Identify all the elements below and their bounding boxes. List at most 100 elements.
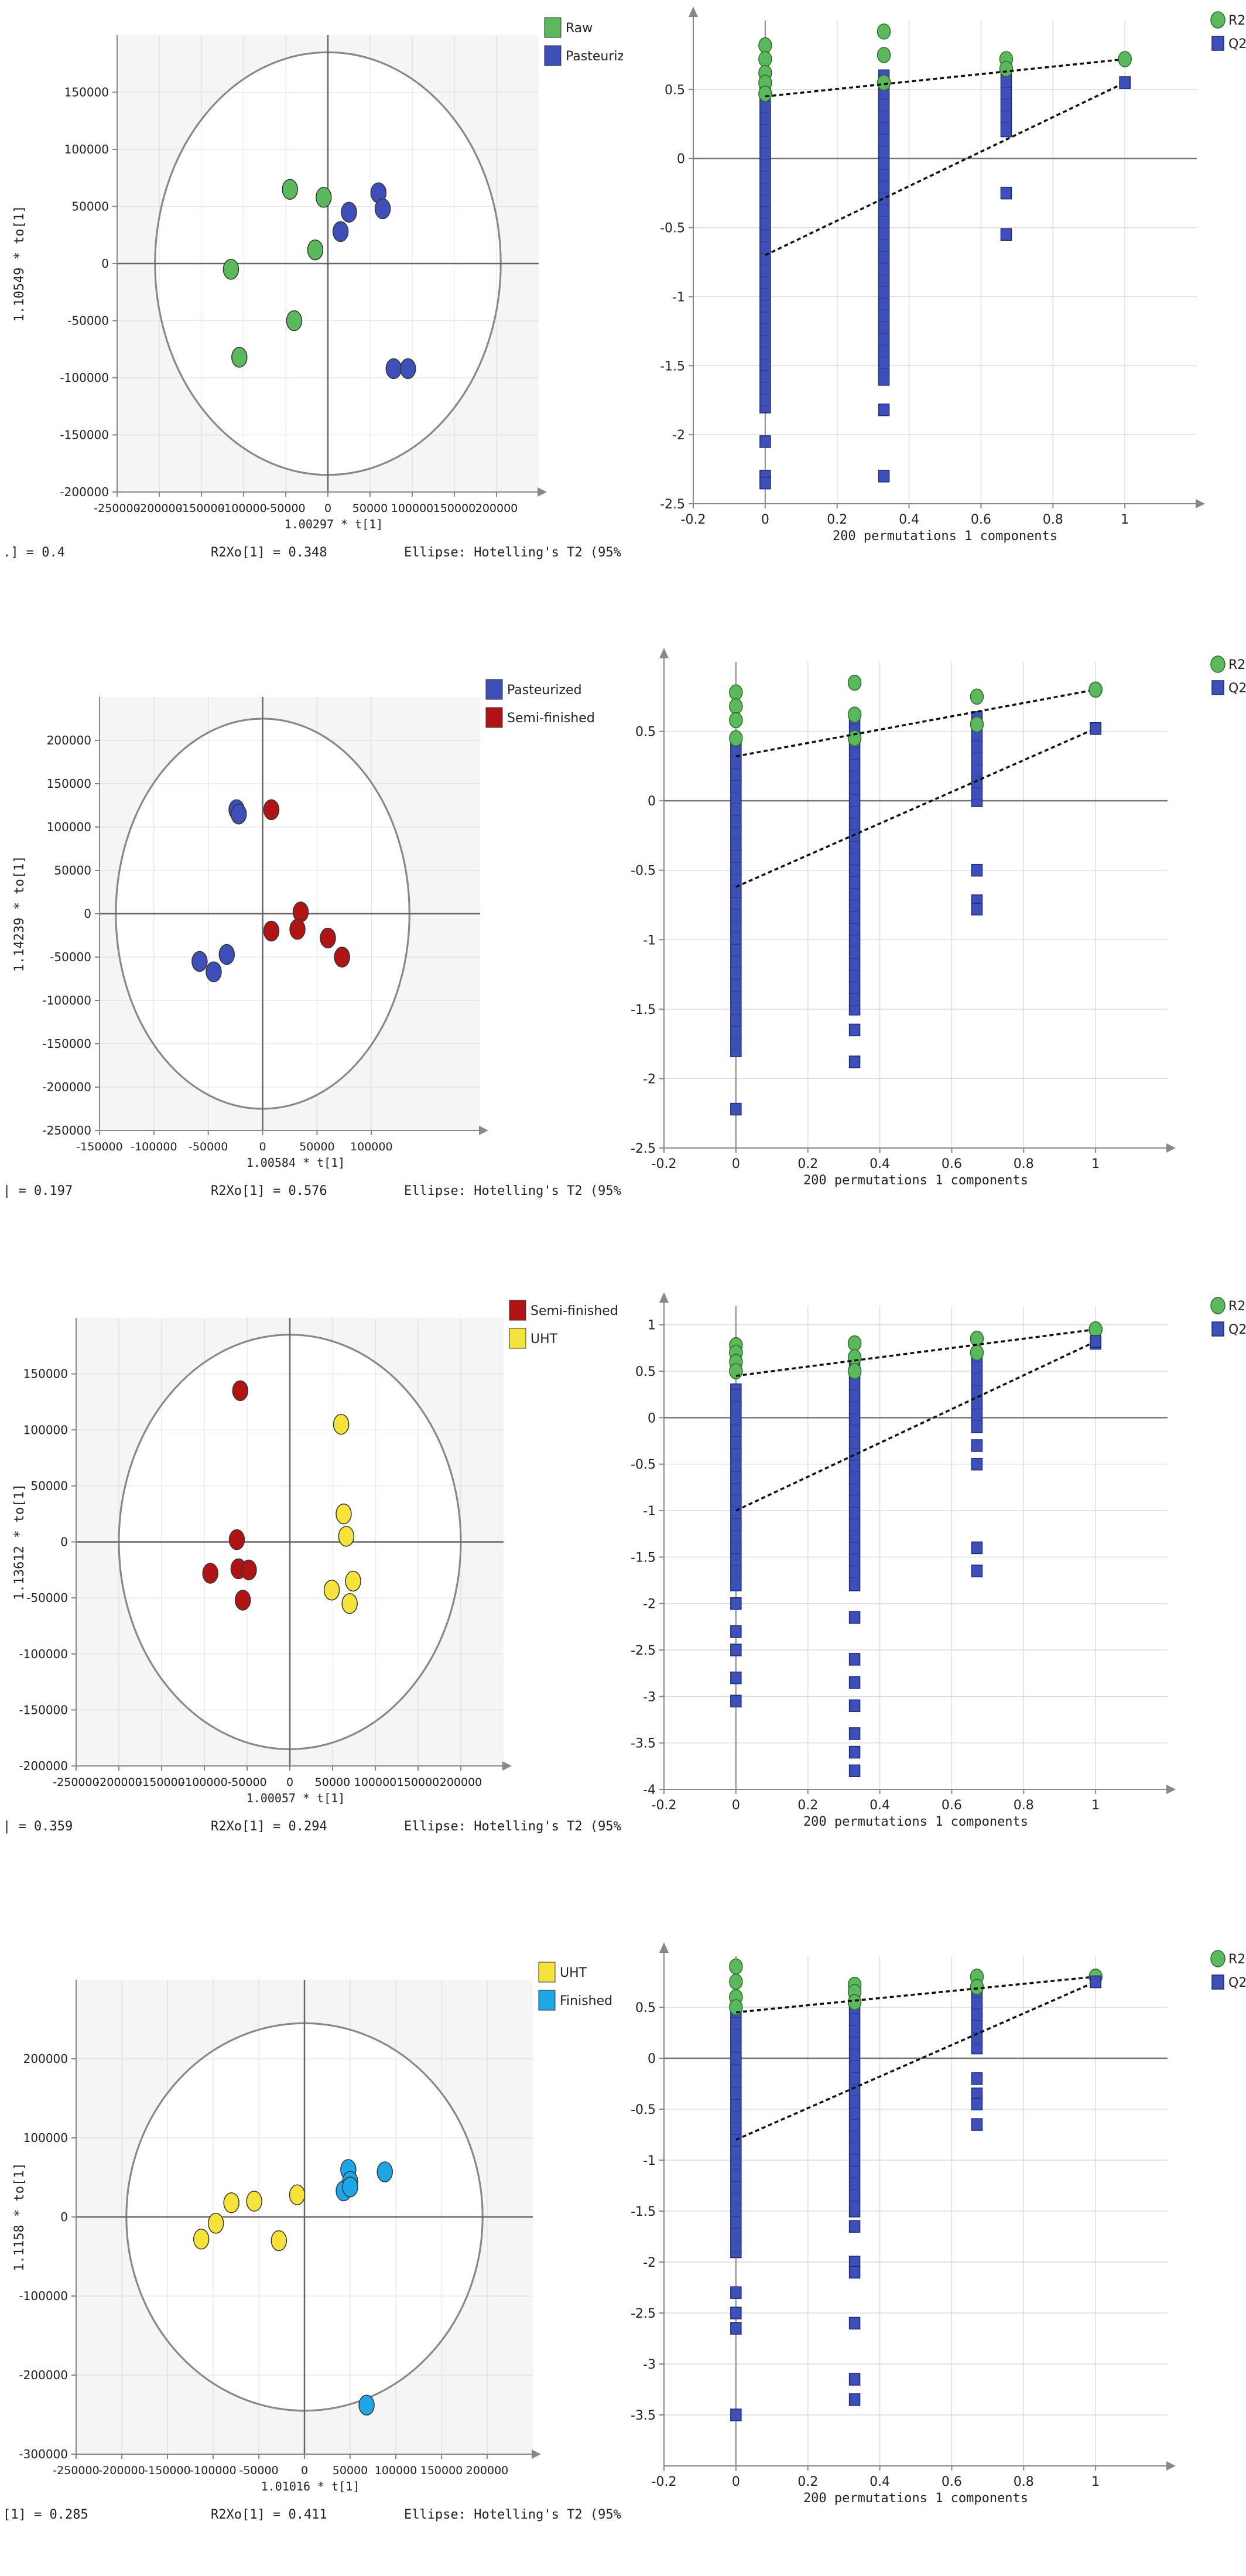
- y-tick-label: -200000: [42, 1080, 91, 1094]
- permutation-plot-raw-vs-pasteurized: -0.2 0 0.2 0.4 0.6 0.8 1 -2.5 -2 -1.5 -1 -0.5 0 0.5 20…: [660, 6, 1246, 544]
- footer-ellipse: Ellipse: Hotelling's T2 (95%): [404, 1184, 623, 1198]
- legend-label: UHT: [530, 1332, 558, 1347]
- permutation-plot-semi-finished-vs-uht: -0.2 0 0.2 0.4 0.6 0.8 1 -4 -3.5 -3 -2.5 -2 -1.5 -1 -0…: [631, 1292, 1246, 1829]
- scores-plot-raw-vs-pasteurized: -250000-200000-150000-100000-50000 0 50000…: [3, 17, 623, 560]
- point-raw: [282, 179, 298, 200]
- y-tick-label: 0.5: [635, 1365, 656, 1379]
- x-tick-label: 0.4: [870, 1157, 890, 1171]
- q2-point: [848, 1611, 861, 1624]
- q2-point-original: [1090, 722, 1101, 735]
- point-semi-finished: [263, 920, 280, 942]
- r2-point: [758, 86, 772, 102]
- r2-point-original: [1088, 681, 1103, 698]
- x-axis-label: 200 permutations 1 components: [803, 1815, 1028, 1829]
- point-uht: [193, 2229, 210, 2250]
- x-axis-label: 200 permutations 1 components: [803, 1173, 1028, 1188]
- x-tick-label: 0.2: [827, 513, 847, 527]
- y-tick-label: -2.5: [631, 1644, 656, 1658]
- point-semi-finished: [292, 901, 309, 923]
- x-tick-label: 0: [732, 1157, 740, 1171]
- point-uht: [207, 2213, 224, 2234]
- q2-point: [848, 1023, 861, 1037]
- x-axis-label: 1.00584 * t[1]: [247, 1156, 345, 1170]
- y-tick-label: -200000: [19, 1759, 68, 1773]
- x-tick-label: 0.2: [797, 2475, 818, 2489]
- y-tick-label: -50000: [26, 1591, 68, 1605]
- r2-point: [877, 74, 891, 91]
- x-tick-label: 0.2: [797, 1157, 818, 1171]
- point-raw: [222, 259, 239, 280]
- point-pasteurized: [218, 944, 235, 965]
- x-tick-label: -250000: [53, 1776, 99, 1789]
- y-tick-label: 0.5: [635, 2001, 656, 2015]
- x-tick-label: -0.2: [681, 513, 706, 527]
- y-tick-label: 100000: [47, 820, 91, 834]
- y-tick-label: 0: [648, 2052, 656, 2066]
- y-tick-label: -0.5: [660, 221, 685, 236]
- y-tick-label: -100000: [19, 2289, 68, 2303]
- point-pasteurized: [341, 201, 357, 223]
- legend-label: Raw: [566, 21, 593, 36]
- y-tick-label: -2.5: [631, 2307, 656, 2321]
- q2-point: [971, 1564, 983, 1577]
- r2-point: [729, 1973, 743, 1990]
- x-axis-label: 1.00297 * t[1]: [285, 517, 384, 531]
- x-tick-label: 50000: [299, 1140, 334, 1153]
- x-axis-arrow: [1166, 2461, 1176, 2471]
- q2-regression-line: [765, 81, 1125, 257]
- y-tick-label: -1: [672, 290, 685, 305]
- scores-plot-uht-vs-finished: -250000-200000-150000-100000 -50000 0 50000…: [3, 1962, 623, 2522]
- y-tick-label: -1: [643, 933, 656, 948]
- x-tick-label: -200000: [136, 502, 182, 515]
- x-tick-label: 0.6: [942, 2475, 962, 2489]
- x-tick-label: 200000: [475, 502, 518, 515]
- x-axis-arrow: [502, 1761, 512, 1771]
- permutation-plot-uht-vs-finished: -0.2 0 0.2 0.4 0.6 0.8 1 -3.5 -3 -2.5 -2 -1.5 -1 -0.5…: [631, 1942, 1246, 2506]
- y-tick-label: -100000: [42, 993, 91, 1007]
- point-finished: [342, 2176, 358, 2198]
- x-tick-label: 0.4: [870, 1798, 890, 1813]
- permutation-plot-pasteurized-vs-semi-finished: -0.2 0 0.2 0.4 0.6 0.8 1 -2.5 -2 -1.5 -1 -0.5 0 0.5 20…: [631, 648, 1246, 1188]
- footer-r2xo: R2Xo[1] = 0.411: [211, 2507, 327, 2522]
- q2-point: [971, 2072, 983, 2085]
- point-semi-finished: [232, 1380, 249, 1402]
- legend-label: Pasteurized: [507, 683, 582, 698]
- q2-point: [971, 2118, 983, 2131]
- point-uht: [246, 2191, 262, 2212]
- q2-point-original: [1090, 1975, 1101, 1989]
- x-tick-label: 1: [1091, 2475, 1100, 2489]
- x-tick-label: 100000: [350, 1140, 393, 1153]
- x-tick-label: 0.6: [971, 513, 991, 527]
- q2-point: [730, 1644, 742, 1656]
- r2-point: [729, 684, 743, 701]
- y-tick-label: -2: [643, 1597, 656, 1612]
- y-axis-label: 1.13612 * to[1]: [12, 1484, 27, 1600]
- legend-label: Q2: [1228, 1976, 1246, 1990]
- x-tick-label: 0.6: [942, 1798, 962, 1813]
- x-tick-label: 150000: [397, 1776, 440, 1789]
- point-uht: [336, 1503, 352, 1525]
- q2-point: [1000, 186, 1012, 200]
- x-tick-label: 1: [1091, 1798, 1100, 1813]
- q2-point: [730, 2307, 742, 2319]
- point-semi-finished: [289, 918, 306, 940]
- y-tick-label: -0.5: [631, 2103, 656, 2117]
- footer-r2xo: R2Xo[1] = 0.576: [211, 1184, 327, 1198]
- legend-r2-marker: [1210, 655, 1226, 673]
- q2-point: [971, 1439, 983, 1452]
- q2-point: [971, 863, 983, 877]
- r2-point: [847, 1335, 862, 1352]
- legend-r2-marker: [1210, 1950, 1226, 1967]
- point-uht: [338, 1526, 355, 1547]
- y-tick-label: -1.5: [660, 359, 685, 374]
- x-tick-label: -0.2: [652, 2475, 677, 2489]
- x-axis-arrow: [1166, 1785, 1176, 1794]
- point-semi-finished: [241, 1559, 257, 1581]
- y-tick-label: -200000: [60, 485, 109, 499]
- q2-points-column: [971, 1990, 983, 2055]
- q2-point: [848, 1676, 861, 1689]
- point-semi-finished: [263, 799, 280, 821]
- r2-point: [877, 47, 891, 63]
- point-raw: [316, 187, 332, 208]
- y-tick-label: 0.5: [665, 83, 685, 98]
